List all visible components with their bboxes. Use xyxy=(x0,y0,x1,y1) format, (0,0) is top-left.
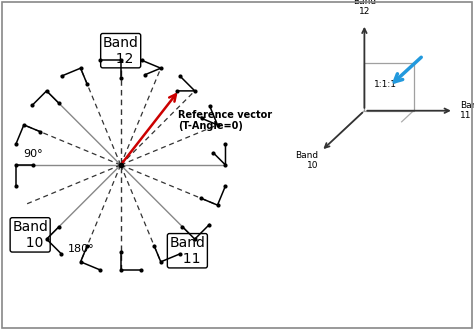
Text: 180°: 180° xyxy=(68,244,94,254)
Text: Band
  12: Band 12 xyxy=(103,36,138,66)
Text: Reference vector
(T-Angle=0): Reference vector (T-Angle=0) xyxy=(178,110,272,131)
Text: 1:1:1: 1:1:1 xyxy=(374,80,397,89)
Text: Band
10: Band 10 xyxy=(295,151,318,170)
Text: Band
11: Band 11 xyxy=(460,101,474,120)
Text: Band
  11: Band 11 xyxy=(169,236,205,266)
Text: 90°: 90° xyxy=(24,149,43,159)
Text: Band
  10: Band 10 xyxy=(12,220,48,250)
Text: Band
12: Band 12 xyxy=(353,0,376,16)
